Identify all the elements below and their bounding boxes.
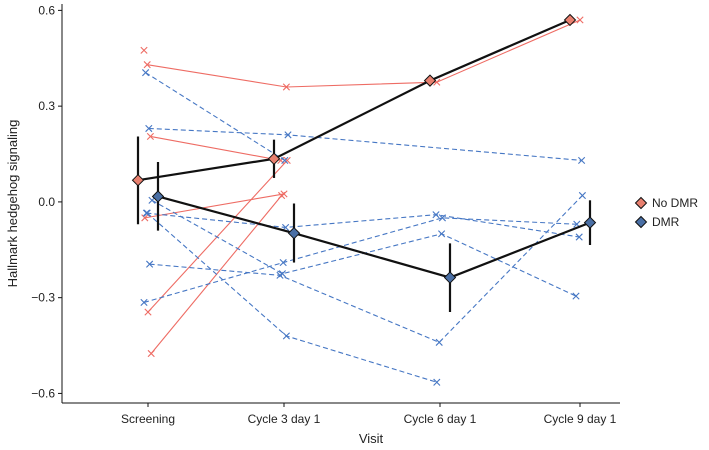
no-dmr-individual-line: [150, 135, 281, 161]
dmr-individual-point: [146, 260, 154, 268]
dmr-individual-point: [438, 230, 446, 238]
dmr-individual-point: [145, 124, 153, 133]
no-dmr-individual-point: [576, 16, 584, 24]
y-tick-label: 0.3: [38, 99, 55, 113]
no-dmr-individual-point: [278, 191, 286, 200]
dmr-individual-line: [145, 72, 286, 161]
no-dmr-individual-point: [143, 61, 151, 69]
x-tick-label: Cycle 6 day 1: [404, 412, 477, 426]
y-tick-label: 0.6: [38, 3, 55, 17]
dmr-individual-point: [284, 131, 292, 139]
dmr-individual-point: [438, 214, 446, 222]
dmr-individual-line: [148, 127, 582, 161]
dmr-individual-line: [149, 195, 583, 344]
no-dmr-individual-point: [147, 349, 155, 358]
no-dmr-mean-point: [131, 173, 145, 187]
dmr-mean-point: [583, 216, 597, 229]
dmr-individual-point: [282, 332, 290, 340]
dmr-individual-line: [151, 199, 577, 297]
x-axis-title: Visit: [359, 431, 384, 446]
x-tick-label: Screening: [121, 412, 175, 426]
dmr-individual-point: [140, 298, 148, 307]
dmr-mean-point: [443, 271, 457, 284]
no-dmr-individual-point: [141, 214, 149, 222]
dmr-mean-point: [151, 190, 165, 203]
dmr-individual-point: [432, 211, 440, 219]
dmr-individual-point: [276, 271, 284, 279]
y-tick-label: −0.3: [31, 291, 55, 305]
no-dmr-mean-point: [267, 152, 281, 166]
legend-label: No DMR: [652, 196, 698, 210]
no-dmr-individual-point: [283, 156, 291, 164]
dmr-individual-line: [146, 212, 580, 238]
no-dmr-individual-point: [146, 132, 154, 141]
dmr-mean-line: [157, 195, 591, 279]
y-axis-title: Hallmark hedgehog signaling: [5, 120, 20, 288]
no-dmr-mean-line: [137, 18, 571, 182]
no-dmr-individual-point: [144, 308, 152, 316]
legend-marker-no-dmr: [634, 196, 648, 210]
dmr-mean-point: [287, 226, 301, 240]
x-tick-label: Cycle 3 day 1: [248, 412, 321, 426]
dmr-individual-point: [435, 338, 443, 346]
y-tick-label: 0.0: [38, 195, 55, 209]
dmr-individual-point: [433, 378, 441, 386]
dmr-individual-point: [572, 292, 580, 300]
dmr-individual-point: [279, 258, 287, 267]
y-tick-label: −0.6: [31, 386, 55, 400]
legend-marker-dmr: [634, 215, 648, 229]
x-tick-label: Cycle 9 day 1: [544, 412, 617, 426]
dmr-individual-line: [146, 212, 437, 383]
no-dmr-individual-line: [147, 160, 288, 313]
dmr-individual-point: [142, 69, 150, 77]
dmr-individual-point: [142, 209, 150, 217]
dmr-individual-point: [281, 156, 289, 164]
no-dmr-individual-point: [282, 83, 290, 91]
dmr-individual-point: [578, 156, 586, 164]
dmr-individual-point: [143, 209, 151, 217]
dmr-individual-line: [143, 217, 577, 303]
no-dmr-mean-point: [423, 74, 437, 87]
no-dmr-individual-point: [140, 46, 148, 54]
no-dmr-individual-line: [147, 19, 581, 88]
dmr-individual-point: [578, 191, 586, 200]
no-dmr-mean-point: [563, 13, 577, 27]
dmr-individual-point: [575, 233, 583, 241]
legend-label: DMR: [652, 215, 680, 229]
no-dmr-individual-line: [144, 193, 285, 219]
